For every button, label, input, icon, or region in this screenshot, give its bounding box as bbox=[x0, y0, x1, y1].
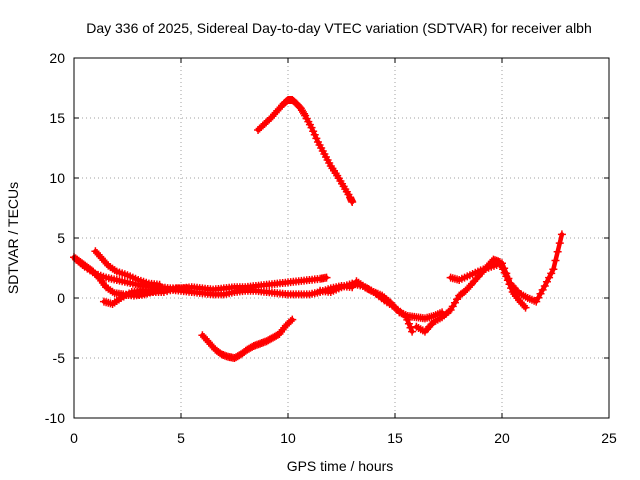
data-point bbox=[498, 259, 506, 268]
data-point-marker bbox=[542, 277, 551, 286]
data-point bbox=[288, 315, 297, 324]
grid bbox=[74, 58, 609, 418]
data-point-marker bbox=[500, 264, 509, 273]
data-point-marker bbox=[300, 109, 309, 118]
series-arc-high bbox=[254, 96, 357, 206]
y-axis-label: SDTVAR / TECUs bbox=[5, 182, 21, 294]
x-tick-label: 10 bbox=[280, 430, 296, 446]
data-point bbox=[322, 273, 331, 282]
data-point-marker bbox=[545, 273, 554, 282]
x-tick-label: 15 bbox=[387, 430, 403, 446]
data-point bbox=[557, 230, 566, 239]
y-tick-label: 10 bbox=[49, 170, 65, 186]
data-point-marker bbox=[519, 301, 528, 310]
y-tick-label: 20 bbox=[49, 50, 65, 66]
data-point-marker bbox=[309, 127, 318, 136]
ticks: 0 5 10 15 20 25 -10 -5 0 5 10 15 20 bbox=[45, 50, 617, 446]
series-right-track-c bbox=[446, 230, 566, 306]
data-point bbox=[408, 327, 417, 336]
data-point bbox=[540, 282, 549, 290]
data-point bbox=[307, 123, 316, 132]
y-tick-label: -10 bbox=[45, 410, 65, 426]
series-arc-low bbox=[198, 315, 297, 362]
data-point-marker bbox=[466, 281, 475, 290]
x-tick-label: 5 bbox=[177, 430, 185, 446]
series-line bbox=[73, 257, 329, 292]
x-tick-label: 0 bbox=[70, 430, 78, 446]
series-right-track-a bbox=[352, 277, 447, 323]
data-point bbox=[348, 198, 357, 206]
data-point bbox=[521, 303, 530, 312]
data-point-marker bbox=[555, 239, 564, 248]
series-layer bbox=[70, 96, 566, 362]
y-tick-label: 15 bbox=[49, 110, 65, 126]
data-point-marker bbox=[551, 256, 560, 265]
data-point bbox=[549, 265, 558, 274]
chart-title: Day 336 of 2025, Sidereal Day-to-day VTE… bbox=[86, 20, 592, 36]
x-tick-label: 20 bbox=[494, 430, 510, 446]
y-tick-label: -5 bbox=[53, 350, 66, 366]
data-point-marker bbox=[502, 269, 511, 278]
data-point-marker bbox=[547, 269, 556, 278]
x-tick-label: 25 bbox=[601, 430, 617, 446]
y-tick-label: 5 bbox=[57, 230, 65, 246]
data-point-marker bbox=[312, 134, 321, 143]
data-point-marker bbox=[406, 323, 415, 332]
data-point-marker bbox=[286, 317, 295, 326]
data-point-marker bbox=[310, 130, 319, 139]
data-point-marker bbox=[553, 247, 562, 256]
x-axis-label: GPS time / hours bbox=[287, 458, 394, 474]
series-right-track-b bbox=[412, 255, 530, 336]
data-point-marker bbox=[504, 274, 513, 283]
y-tick-label: 0 bbox=[57, 290, 65, 306]
data-point-marker bbox=[404, 319, 413, 328]
